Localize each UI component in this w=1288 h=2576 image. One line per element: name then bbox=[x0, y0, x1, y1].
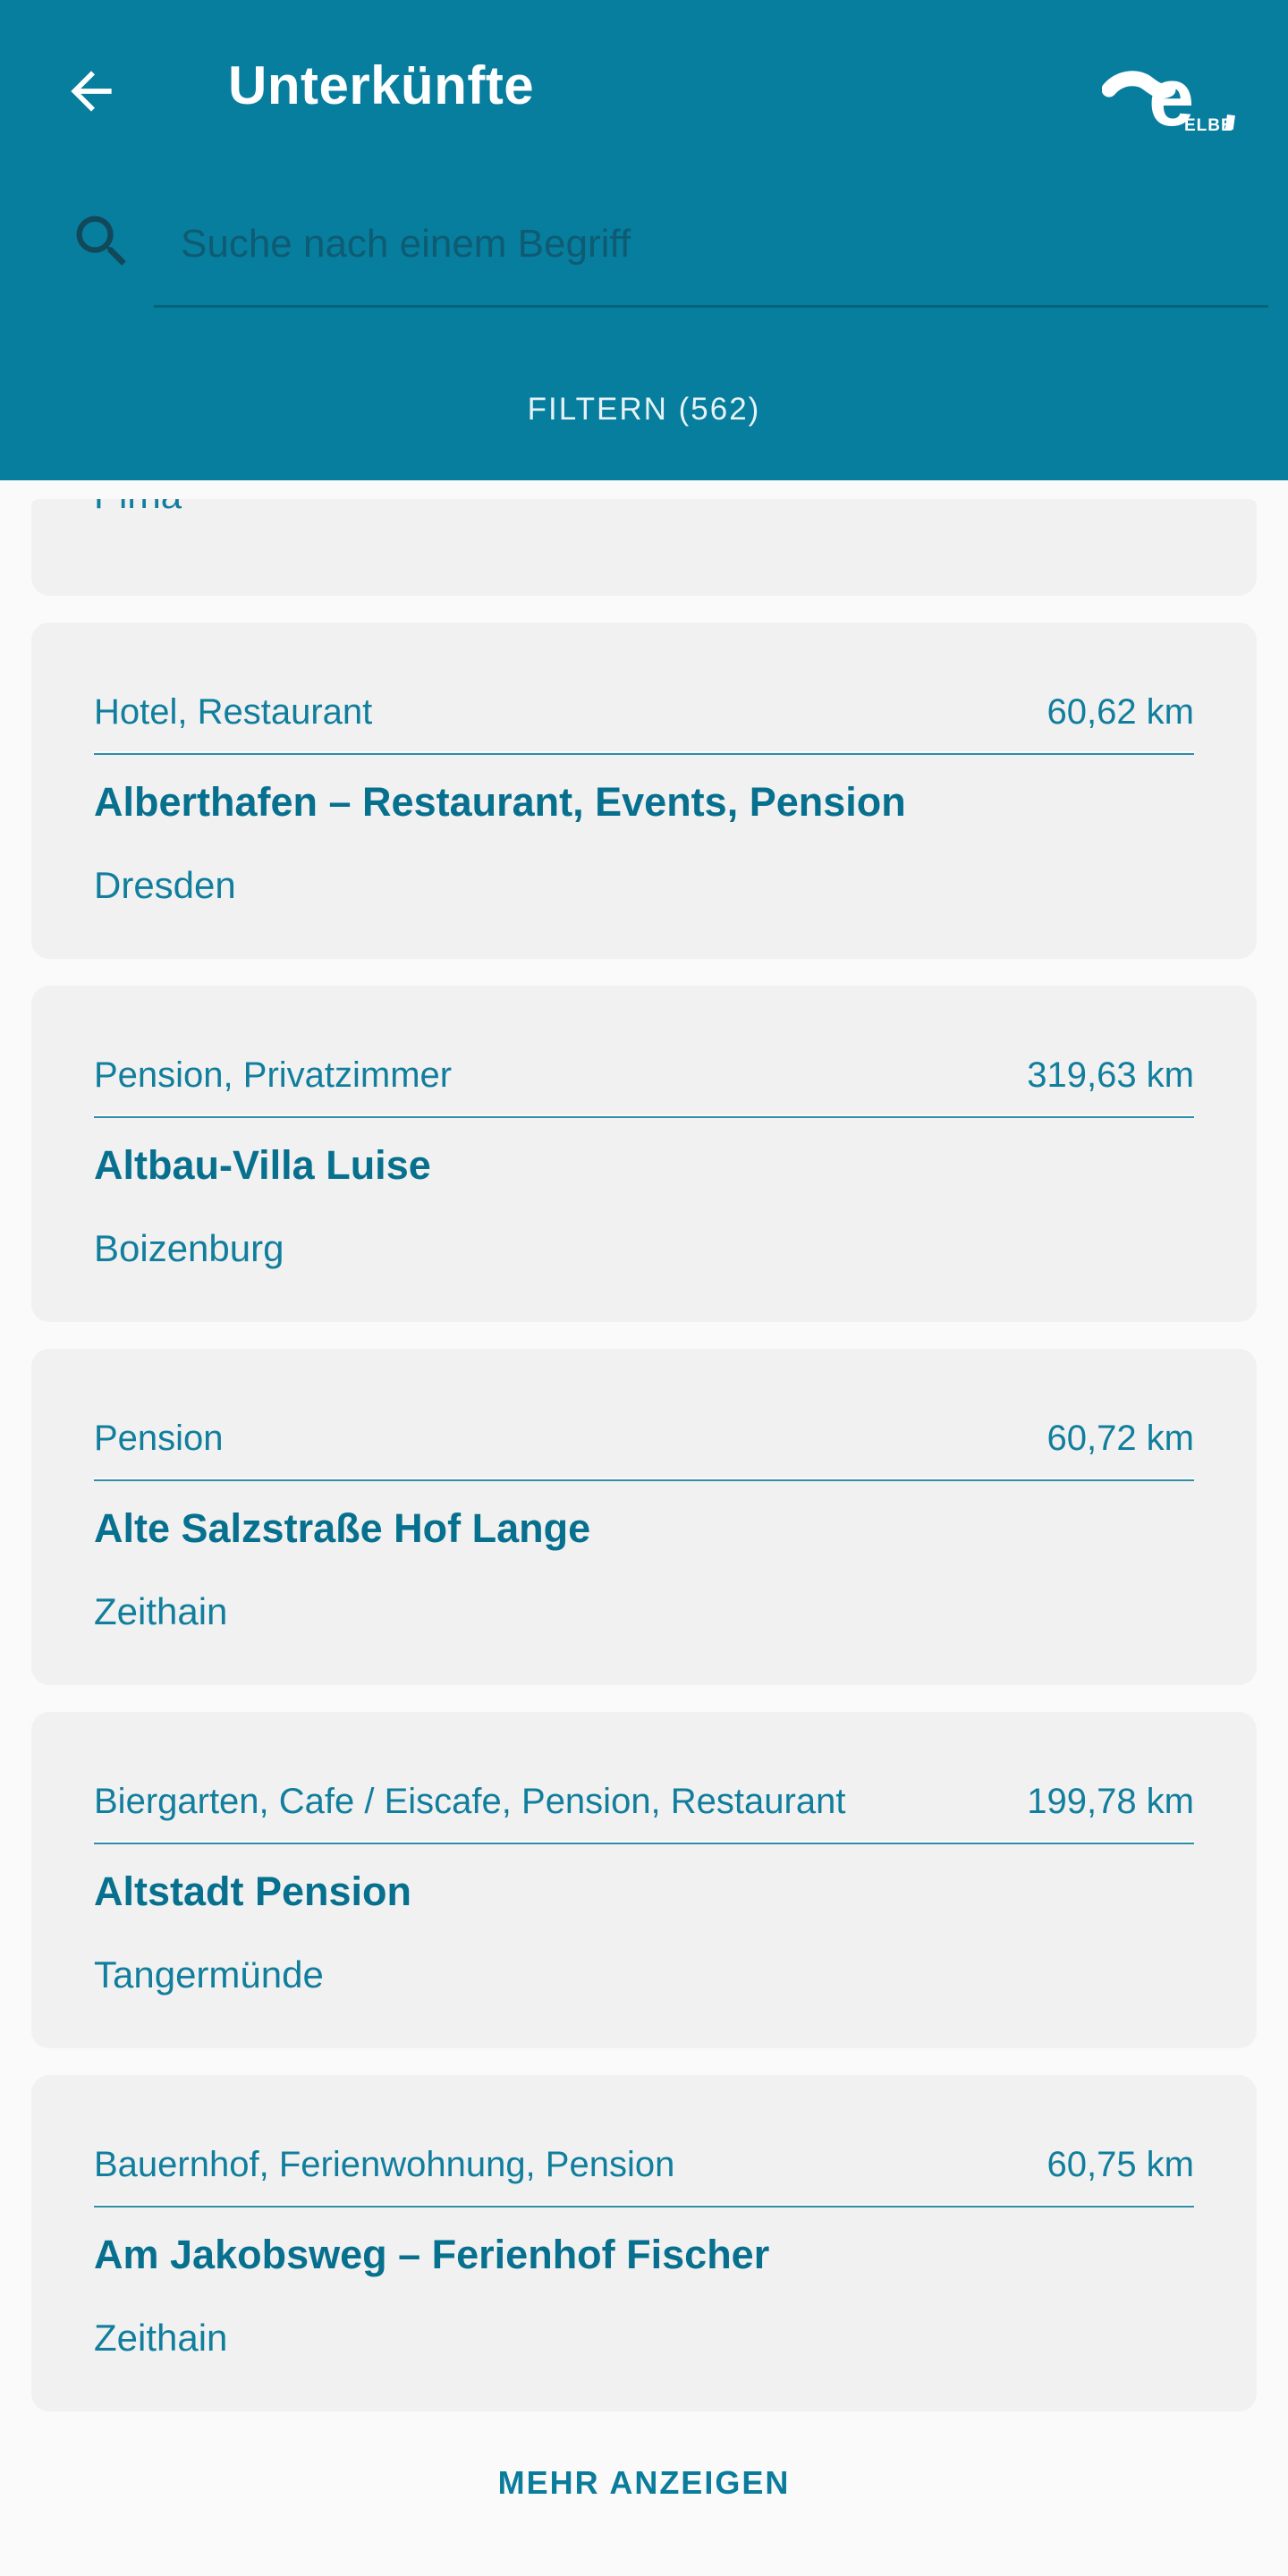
item-distance: 199,78 km bbox=[1027, 1782, 1194, 1821]
item-divider bbox=[94, 751, 1194, 755]
elbe-logo-icon: e ELBE bbox=[1101, 52, 1236, 143]
item-title: Altstadt Pension bbox=[94, 1868, 412, 1914]
item-city: Zeithain bbox=[94, 2317, 228, 2359]
search-input[interactable] bbox=[179, 213, 1234, 275]
list-item[interactable]: Biergarten, Cafe / Eiscafe, Pension, Res… bbox=[31, 1712, 1257, 2048]
search-icon bbox=[68, 208, 136, 275]
arrow-left-icon bbox=[61, 61, 122, 122]
item-divider bbox=[94, 1478, 1194, 1481]
item-meta-row: Hotel, Restaurant 60,62 km bbox=[94, 623, 1194, 733]
item-categories: Pension bbox=[94, 1419, 224, 1458]
item-categories: Biergarten, Cafe / Eiscafe, Pension, Res… bbox=[94, 1782, 846, 1821]
item-divider bbox=[94, 2204, 1194, 2207]
item-distance: 319,63 km bbox=[1027, 1055, 1194, 1095]
back-button[interactable] bbox=[55, 55, 127, 127]
search-underline bbox=[154, 305, 1268, 308]
item-meta-row: Bauernhof, Ferienwohnung, Pension 60,75 … bbox=[94, 2075, 1194, 2186]
item-distance: 60,75 km bbox=[1046, 2145, 1194, 2184]
item-categories: Bauernhof, Ferienwohnung, Pension bbox=[94, 2145, 675, 2184]
item-divider bbox=[94, 1114, 1194, 1118]
item-distance: 60,72 km bbox=[1046, 1419, 1194, 1458]
list-item[interactable]: Pension, Privatzimmer 319,63 km Altbau-V… bbox=[31, 986, 1257, 1322]
item-city: Boizenburg bbox=[94, 1227, 284, 1269]
item-title: Altbau-Villa Luise bbox=[94, 1142, 431, 1188]
list-item[interactable]: Hotel, Restaurant 60,62 km Alberthafen –… bbox=[31, 623, 1257, 959]
item-meta-row: Pension, Privatzimmer 319,63 km bbox=[94, 986, 1194, 1097]
item-city: Tangermünde bbox=[94, 1953, 324, 1996]
svg-text:e: e bbox=[1148, 52, 1194, 141]
show-more-button[interactable]: MEHR ANZEIGEN bbox=[493, 2463, 796, 2503]
filter-button[interactable]: FILTERN (562) bbox=[0, 365, 1288, 454]
item-title: Alberthafen – Restaurant, Events, Pensio… bbox=[94, 779, 906, 825]
list-item[interactable]: Pension 60,72 km Alte Salzstraße Hof Lan… bbox=[31, 1349, 1257, 1685]
item-city: Dresden bbox=[94, 864, 236, 906]
item-city: Pirna bbox=[94, 499, 1194, 517]
item-meta-row: Pension 60,72 km bbox=[94, 1349, 1194, 1460]
item-categories: Hotel, Restaurant bbox=[94, 692, 373, 732]
list-item[interactable]: Bauernhof, Ferienwohnung, Pension 60,75 … bbox=[31, 2075, 1257, 2411]
item-divider bbox=[94, 1841, 1194, 1844]
list-item-partial[interactable]: Pirna bbox=[31, 499, 1257, 596]
item-city: Zeithain bbox=[94, 1590, 228, 1632]
item-meta-row: Biergarten, Cafe / Eiscafe, Pension, Res… bbox=[94, 1712, 1194, 1823]
accommodation-list: Pirna Hotel, Restaurant 60,62 km Alberth… bbox=[0, 480, 1288, 2503]
item-distance: 60,62 km bbox=[1046, 692, 1194, 732]
item-title: Am Jakobsweg – Ferienhof Fischer bbox=[94, 2232, 770, 2277]
page-title: Unterkünfte bbox=[228, 55, 535, 115]
app-header: Unterkünfte e ELBE FILTERN (562) bbox=[0, 0, 1288, 480]
item-title: Alte Salzstraße Hof Lange bbox=[94, 1505, 591, 1551]
svg-text:ELBE: ELBE bbox=[1184, 116, 1233, 135]
item-categories: Pension, Privatzimmer bbox=[94, 1055, 453, 1095]
